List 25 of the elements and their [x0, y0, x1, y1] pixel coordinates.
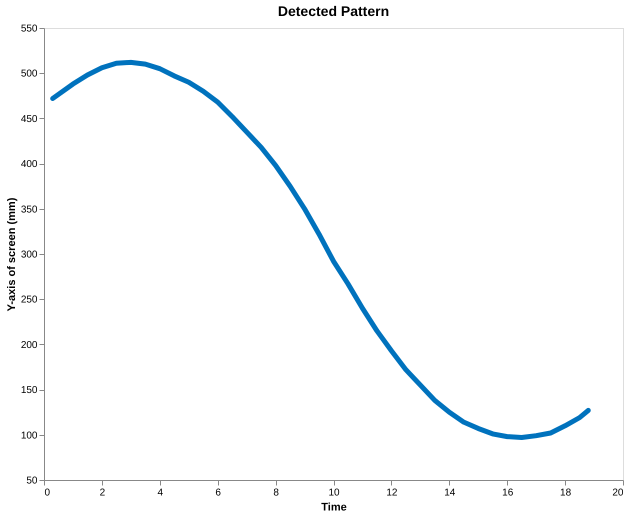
x-tick-label: 20 [612, 488, 624, 498]
y-tick-label: 400 [20, 159, 38, 170]
y-tick-label: 300 [20, 250, 38, 260]
x-tick-label: 12 [386, 488, 398, 498]
x-tick-label: 0 [44, 488, 50, 498]
y-tick-label: 550 [20, 24, 38, 34]
y-axis-title: Y-axis of screen (mm) [6, 197, 18, 312]
y-tick-label: 100 [20, 430, 38, 442]
y-tick-label: 50 [26, 476, 38, 486]
y-tick-label: 500 [20, 68, 38, 80]
x-axis-title: Time [321, 502, 347, 514]
y-tick-label: 200 [20, 340, 38, 351]
y-tick-label: 350 [20, 204, 38, 216]
x-tick-label: 6 [215, 488, 222, 498]
x-tick-label: 4 [158, 488, 164, 498]
x-tick-label: 2 [100, 488, 106, 498]
x-tick-label: 10 [328, 488, 340, 498]
x-tick-label: 16 [502, 488, 514, 498]
x-tick-label: 14 [444, 488, 456, 498]
x-tick-label: 8 [273, 488, 280, 498]
y-tick-label: 450 [20, 114, 38, 125]
x-tick-label: 18 [560, 488, 572, 498]
y-tick-label: 250 [20, 294, 38, 306]
y-tick-label: 150 [20, 385, 38, 396]
chart-title: Detected Pattern [278, 3, 390, 19]
